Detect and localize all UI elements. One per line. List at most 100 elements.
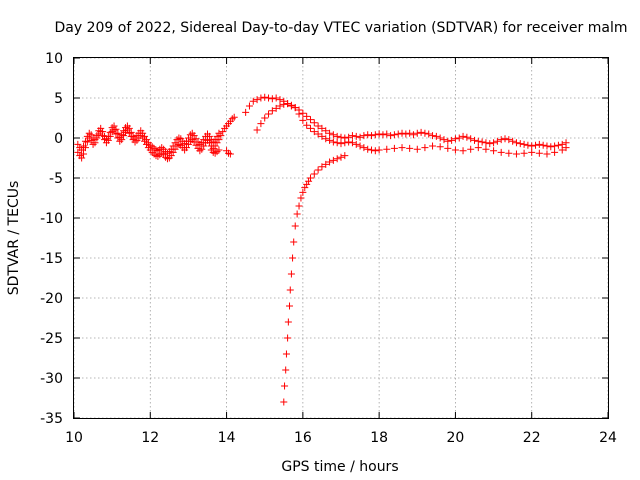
data-point: [539, 141, 547, 149]
y-tick-label: -5: [49, 171, 63, 187]
x-tick-label: 20: [447, 430, 465, 446]
data-point: [106, 128, 114, 136]
data-point: [337, 140, 345, 148]
data-point: [322, 127, 330, 135]
data-point: [257, 94, 265, 102]
data-point: [78, 154, 86, 162]
data-point: [375, 130, 383, 138]
y-tick-label: -30: [40, 371, 63, 387]
data-point: [213, 139, 221, 147]
data-point: [303, 121, 311, 129]
data-point: [501, 135, 509, 143]
data-point: [219, 128, 227, 136]
data-point: [329, 138, 337, 146]
data-point: [326, 158, 334, 166]
data-point: [99, 128, 107, 136]
data-point: [226, 150, 234, 158]
data-point: [551, 148, 559, 156]
data-point: [383, 130, 391, 138]
data-point: [329, 156, 337, 164]
data-point: [490, 139, 498, 147]
data-point: [118, 131, 126, 139]
data-point: [310, 119, 318, 127]
data-point: [333, 139, 341, 147]
x-tick-label: 18: [370, 430, 388, 446]
data-point: [80, 150, 88, 158]
data-point: [337, 133, 345, 141]
data-point: [394, 130, 402, 138]
data-point: [429, 132, 437, 140]
data-point: [173, 136, 181, 144]
data-point: [230, 113, 238, 121]
data-point: [284, 100, 292, 108]
data-markers: [74, 93, 570, 406]
data-point: [421, 129, 429, 137]
data-point: [444, 137, 452, 145]
data-point: [535, 149, 543, 157]
series-group: [207, 146, 234, 158]
data-point: [524, 141, 532, 149]
data-point: [186, 131, 194, 139]
data-point: [463, 133, 471, 141]
y-tick-labels: 10 5 0 -5 -10 -15 -20 -25 -30 -35: [40, 51, 63, 427]
data-point: [360, 132, 368, 140]
data-point: [272, 94, 280, 102]
data-point: [78, 146, 86, 154]
data-point: [352, 140, 360, 148]
data-point: [295, 110, 303, 118]
data-point: [213, 148, 221, 156]
data-point: [474, 137, 482, 145]
y-tick-label: 5: [54, 91, 63, 107]
data-point: [87, 131, 95, 139]
data-point: [390, 144, 398, 152]
data-point: [301, 184, 309, 192]
data-point: [375, 146, 383, 154]
data-point: [305, 177, 313, 185]
data-point: [512, 150, 520, 158]
data-point: [474, 144, 482, 152]
data-point: [318, 124, 326, 132]
data-point: [467, 135, 475, 143]
data-point: [286, 286, 294, 294]
data-point: [455, 134, 463, 142]
series-group: [74, 122, 223, 157]
data-point: [83, 132, 91, 140]
data-point: [280, 398, 288, 406]
data-point: [417, 128, 425, 136]
data-point: [368, 146, 376, 154]
data-point: [286, 302, 294, 310]
data-point: [299, 109, 307, 117]
y-tick-label: 10: [45, 51, 63, 67]
data-point: [482, 139, 490, 147]
data-point: [547, 143, 555, 151]
data-point: [291, 104, 299, 112]
x-tick-label: 16: [294, 430, 312, 446]
data-point: [265, 94, 273, 102]
data-point: [215, 146, 223, 154]
data-point: [406, 144, 414, 152]
data-point: [371, 131, 379, 139]
data-point: [127, 128, 135, 136]
axis-ticks: [73, 57, 609, 419]
data-point: [379, 131, 387, 139]
data-point: [268, 95, 276, 103]
data-point: [276, 102, 284, 110]
data-point: [213, 132, 221, 140]
y-tick-label: -10: [40, 211, 63, 227]
data-point: [497, 136, 505, 144]
y-tick-label: -20: [40, 291, 63, 307]
data-point: [444, 144, 452, 152]
data-point: [211, 149, 219, 157]
data-point: [169, 148, 177, 156]
data-point: [81, 137, 89, 145]
data-point: [554, 141, 562, 149]
data-point: [471, 136, 478, 144]
chart-title: Day 209 of 2022, Sidereal Day-to-day VTE…: [55, 20, 628, 36]
data-point: [459, 147, 467, 155]
data-point: [413, 145, 421, 153]
data-point: [364, 131, 372, 139]
data-point: [310, 128, 318, 136]
data-point: [329, 131, 337, 139]
data-point: [215, 129, 223, 137]
data-point: [467, 145, 475, 153]
